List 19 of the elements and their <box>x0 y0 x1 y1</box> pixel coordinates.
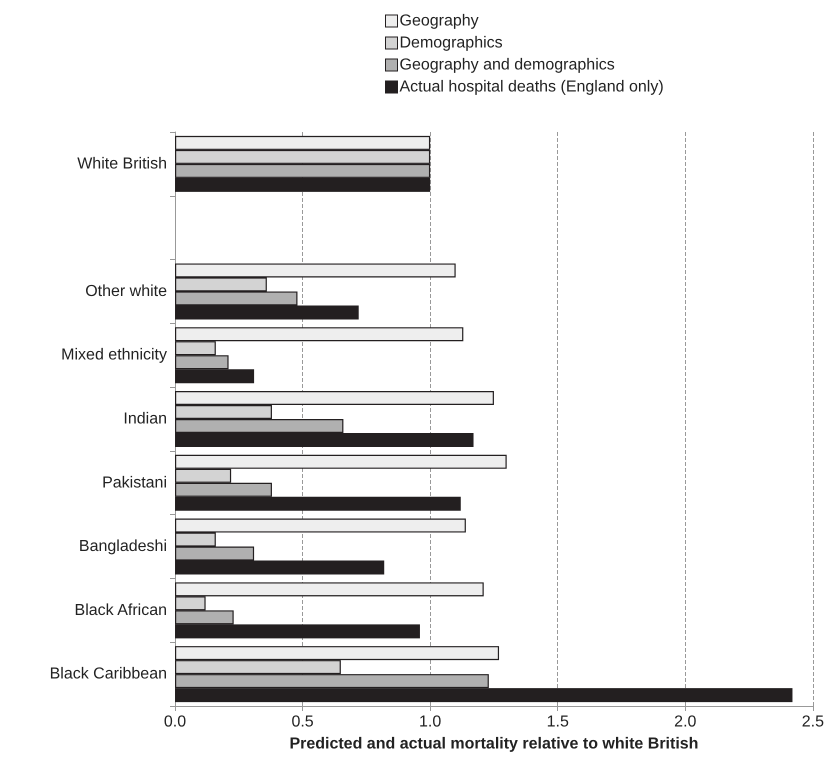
legend-label: Demographics <box>400 34 503 52</box>
y-tick-label: Mixed ethnicity <box>61 346 167 364</box>
x-axis-title: Predicted and actual mortality relative to white British <box>289 736 698 752</box>
legend-label: Geography and demographics <box>400 56 615 74</box>
x-tick-label: 0.5 <box>291 714 314 730</box>
y-tick-label: Black African <box>74 602 167 619</box>
legend-label: Geography <box>400 12 479 30</box>
y-tick-label: Pakistani <box>102 474 167 492</box>
x-tick-label: 2.0 <box>674 714 697 730</box>
x-tick-label: 1.0 <box>419 714 442 730</box>
y-tick-label: Black Caribbean <box>50 666 167 683</box>
x-tick-label: 0.0 <box>164 714 186 730</box>
x-tick-label: 2.5 <box>802 714 824 730</box>
y-tick-label: White British <box>77 155 167 172</box>
x-tick-label: 1.5 <box>546 714 569 730</box>
y-tick-label: Bangladeshi <box>78 538 167 556</box>
y-tick-label: Other white <box>85 282 168 300</box>
legend-label: Actual hospital deaths (England only) <box>400 78 664 96</box>
y-tick-label: Indian <box>123 410 167 428</box>
